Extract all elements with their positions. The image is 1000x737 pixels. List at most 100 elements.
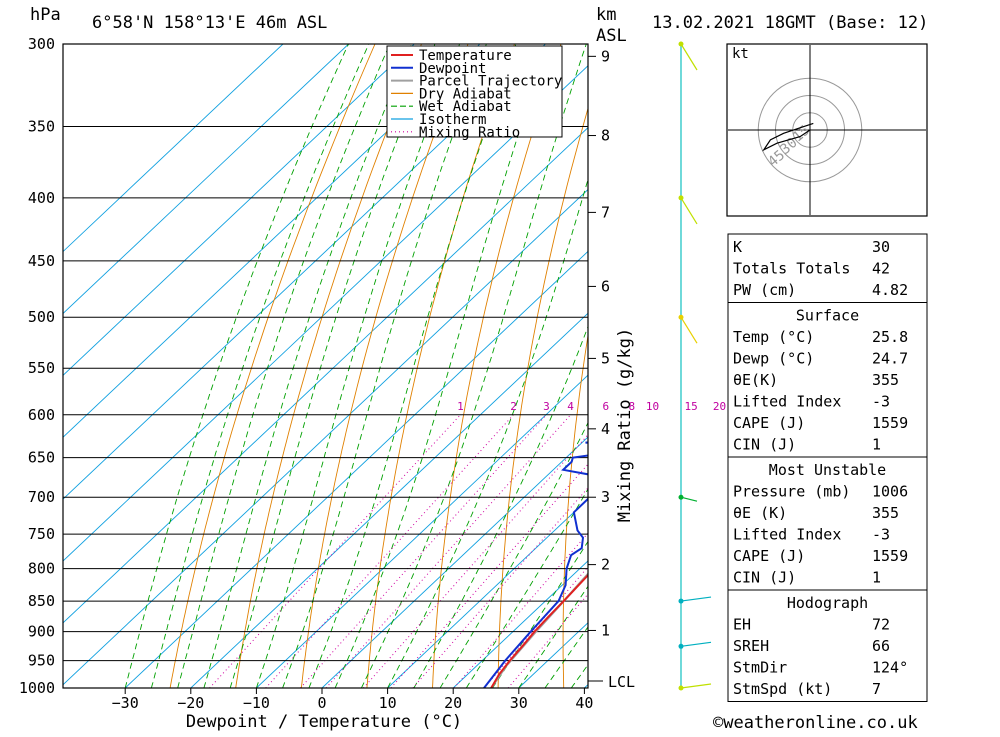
km-tick-label: 7 — [601, 203, 610, 221]
mixing-ratio-line — [390, 463, 588, 688]
surface-row-value: 1559 — [872, 414, 908, 432]
hodograph-trace — [762, 122, 814, 152]
legend-label: Temperature — [419, 48, 512, 64]
legend-label: Wet Adiabat — [419, 99, 512, 115]
surface-row-value: 25.8 — [872, 328, 908, 346]
isotherm-line — [63, 44, 481, 438]
pressure-tick-label: 800 — [28, 560, 55, 578]
km-tick-label: 3 — [601, 488, 610, 506]
surface-row-value: 355 — [872, 371, 899, 389]
dewpoint-line — [483, 441, 588, 688]
mixing-ratio-label: 6 — [603, 400, 610, 413]
isotherm-line — [63, 65, 588, 562]
general-indices-row-value: 4.82 — [872, 281, 908, 299]
surface-row-label: CAPE (J) — [733, 414, 805, 432]
mixing-ratio-line — [453, 532, 588, 688]
wet-adiabat-line — [229, 44, 436, 688]
mixing-ratio-label: 2 — [510, 400, 517, 413]
legend-label: Dewpoint — [419, 61, 486, 77]
x-tick-label: 0 — [317, 694, 326, 712]
wet-adiabat-line — [150, 44, 370, 688]
pressure-tick-label: 750 — [28, 525, 55, 543]
dry-adiabat-line — [169, 44, 376, 688]
hodograph-indices-row-label: EH — [733, 616, 751, 634]
hodograph-indices-row-label: StmSpd (kt) — [733, 680, 832, 698]
hodograph-indices-row-value: 7 — [872, 680, 881, 698]
most-unstable-row-label: CAPE (J) — [733, 547, 805, 565]
legend-label: Parcel Trajectory — [419, 74, 562, 90]
dry-adiabat-line — [626, 44, 701, 688]
general-indices-row-value: 30 — [872, 238, 890, 256]
km-tick-label: 5 — [601, 349, 610, 367]
mixing-ratio-label: 4 — [567, 400, 574, 413]
location-title: 6°58'N 158°13'E 46m ASL — [92, 13, 327, 33]
wet-adiabat-line — [124, 44, 349, 688]
km-tick-label: 8 — [601, 127, 610, 145]
datetime-title: 13.02.2021 18GMT (Base: 12) — [652, 13, 928, 33]
pressure-tick-label: 500 — [28, 308, 55, 326]
isotherm-line — [190, 312, 588, 688]
general-indices-box — [727, 233, 928, 303]
pressure-tick-label: 600 — [28, 406, 55, 424]
most-unstable-row-label: Pressure (mb) — [733, 483, 850, 501]
isotherm-line — [452, 560, 588, 688]
most-unstable-row-label: Lifted Index — [733, 526, 841, 544]
surface-row-label: Dewp (°C) — [733, 350, 814, 368]
mixing-ratio-labels: 12346810152025 — [457, 400, 749, 413]
general-indices-row-value: 42 — [872, 260, 890, 278]
pressure-tick-label: 650 — [28, 449, 55, 467]
isotherm-line — [63, 44, 546, 500]
km-tick-label: 6 — [601, 277, 610, 295]
x-axis-label: Dewpoint / Temperature (°C) — [186, 712, 462, 732]
mixing-ratio-line — [483, 566, 588, 688]
surface-row-value: 1 — [872, 436, 881, 454]
surface-title: Surface — [796, 307, 859, 325]
x-tick-label: −30 — [112, 694, 139, 712]
isotherm-line — [256, 374, 588, 688]
most-unstable-title: Most Unstable — [769, 461, 886, 479]
surface-row-label: Lifted Index — [733, 393, 841, 411]
mixing-ratio-label: 20 — [713, 400, 726, 413]
most-unstable-row-value: -3 — [872, 526, 890, 544]
wet-adiabat-line — [413, 325, 588, 688]
pressure-tick-label: 950 — [28, 652, 55, 670]
mixing-ratio-line — [507, 593, 588, 688]
general-indices-row-label: K — [733, 238, 742, 256]
wind-barb-shaft — [680, 316, 698, 344]
surface-row-label: Temp (°C) — [733, 328, 814, 346]
wet-adiabat-line — [334, 44, 550, 688]
legend-label: Mixing Ratio — [419, 125, 520, 141]
isotherm-line — [63, 44, 284, 253]
isotherm-line — [63, 126, 588, 624]
pressure-tick-label: 550 — [28, 359, 55, 377]
pressure-tick-label: 300 — [28, 35, 55, 53]
mixing-ratio-label: 15 — [685, 400, 698, 413]
isotherm-line — [124, 250, 588, 688]
plot-frame — [62, 43, 589, 689]
hodograph-indices-row-value: 66 — [872, 637, 890, 655]
surface-box — [727, 302, 928, 458]
wind-barb-shaft — [680, 596, 712, 602]
isotherm-line — [63, 44, 415, 376]
asl-unit-label: ASL — [596, 26, 627, 46]
legend-label: Isotherm — [419, 112, 486, 128]
copyright-footer: ©weatheronline.co.uk — [713, 713, 918, 733]
hodograph-indices-box — [727, 589, 928, 702]
x-tick-label: −10 — [243, 694, 270, 712]
temperature-line — [490, 573, 588, 688]
wet-adiabat-line — [177, 44, 391, 688]
pressure-tick-label: 450 — [28, 252, 55, 270]
x-tick-label: 10 — [379, 694, 397, 712]
km-tick-label: 9 — [601, 47, 610, 65]
mixing-ratio-axis-label: Mixing Ratio (g/kg) — [615, 328, 635, 522]
hodograph-indices-row-label: StmDir — [733, 659, 787, 677]
wind-barb-shaft — [680, 43, 698, 71]
wind-profile — [678, 41, 712, 691]
surface-row-label: θE(K) — [733, 371, 778, 389]
x-tick-label: 20 — [444, 694, 462, 712]
surface-row-label: CIN (J) — [733, 436, 796, 454]
most-unstable-row-label: θE (K) — [733, 504, 787, 522]
mixing-ratio-label: 8 — [628, 400, 635, 413]
pressure-tick-label: 350 — [28, 117, 55, 135]
general-indices-row-label: PW (cm) — [733, 281, 796, 299]
